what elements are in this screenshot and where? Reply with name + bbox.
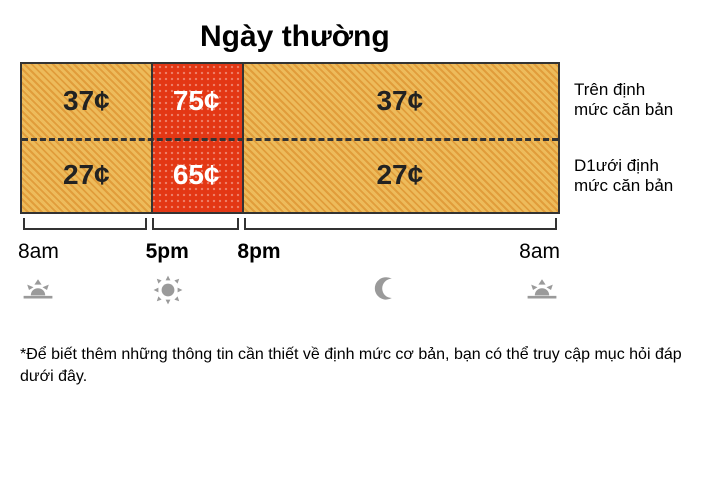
time-label: 5pm [146, 240, 189, 264]
side-labels: Trên địnhmức căn bản D1ưới địnhmức căn b… [574, 62, 673, 214]
rate-value: 27¢ [376, 159, 423, 191]
footnote: *Để biết thêm những thông tin cần thiết … [20, 344, 708, 387]
icon-row [20, 274, 560, 314]
moon-icon [369, 274, 405, 306]
above-baseline-label: Trên địnhmức căn bản [574, 62, 673, 138]
chart-wrap: 37¢ 27¢ 75¢ 65¢ 37¢ 27¢ 8am 5pm 8pm 8am Trên địn… [20, 62, 708, 314]
rate-value: 27¢ [63, 159, 110, 191]
rate-value: 37¢ [63, 85, 110, 117]
sun-icon [150, 274, 186, 306]
rate-cell: 37¢ [22, 64, 151, 138]
time-label: 8am [18, 240, 59, 264]
time-label: 8pm [237, 240, 280, 264]
column-divider [242, 64, 244, 212]
row-divider [22, 138, 558, 141]
sunrise-icon [524, 274, 560, 306]
below-baseline-label: D1ưới địnhmức căn bản [574, 138, 673, 214]
period-bracket [23, 218, 147, 230]
rate-cell: 27¢ [242, 138, 558, 212]
time-axis: 8am 5pm 8pm 8am [20, 240, 560, 268]
sunrise-icon [20, 274, 56, 306]
rate-cell: 65¢ [151, 138, 242, 212]
rate-cell: 27¢ [22, 138, 151, 212]
rate-cell: 37¢ [242, 64, 558, 138]
rate-value: 65¢ [173, 159, 220, 191]
bracket-row [20, 218, 560, 236]
rate-value: 37¢ [376, 85, 423, 117]
time-label: 8am [519, 240, 560, 264]
rate-grid: 37¢ 27¢ 75¢ 65¢ 37¢ 27¢ [20, 62, 560, 214]
period-bracket [152, 218, 238, 230]
period-bracket [244, 218, 557, 230]
chart-title: Ngày thường [20, 20, 708, 54]
rate-cell: 75¢ [151, 64, 242, 138]
rate-value: 75¢ [173, 85, 220, 117]
column-divider [151, 64, 153, 212]
